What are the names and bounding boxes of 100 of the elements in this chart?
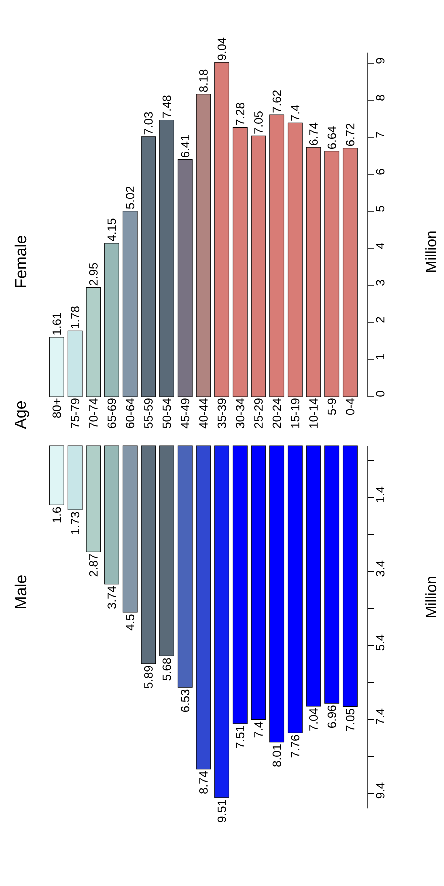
bar — [232, 127, 248, 398]
data-label: 3.74 — [108, 586, 116, 609]
data-label: 8.01 — [272, 744, 282, 767]
bar — [196, 94, 212, 398]
bar — [104, 243, 120, 398]
bar — [178, 160, 193, 398]
data-label: 7.48 — [162, 96, 172, 118]
data-label: 5.02 — [126, 186, 135, 210]
bar — [160, 120, 174, 398]
bar — [178, 446, 193, 688]
data-label: 6.96 — [328, 706, 336, 728]
bar — [251, 446, 266, 720]
bar — [214, 62, 230, 398]
data-label: 1.61 — [52, 312, 62, 335]
x-tick-label: 45-49 — [181, 398, 190, 429]
bar — [251, 136, 266, 398]
bar — [68, 330, 83, 398]
bar — [86, 446, 102, 552]
data-label: 5.68 — [162, 658, 172, 681]
y-tick-label: 1 — [376, 354, 384, 360]
data-label: 7.4 — [291, 105, 300, 121]
bar — [324, 151, 340, 398]
y-tick-label: 5 — [376, 206, 385, 212]
x-tick-label: 35-39 — [218, 398, 226, 428]
data-label: 8.18 — [199, 70, 208, 92]
bar — [288, 446, 303, 734]
data-label: 5.89 — [144, 666, 153, 688]
bar — [288, 122, 303, 398]
x-tick-label: 65-69 — [108, 398, 116, 428]
bar — [122, 210, 138, 398]
data-label: 7.05 — [254, 112, 263, 134]
data-label: 1.6 — [52, 507, 62, 523]
bar — [214, 446, 230, 798]
data-label: 1.78 — [71, 306, 80, 329]
y-tick-label: 0 — [376, 391, 385, 397]
y-tick-label: 6 — [376, 169, 385, 175]
bar — [86, 288, 102, 398]
x-tick-label: 75-79 — [71, 398, 80, 428]
data-label: 6.74 — [310, 122, 318, 146]
y-tick-label: 9.4 — [376, 782, 385, 799]
data-label: 9.04 — [218, 38, 226, 60]
bar — [68, 446, 83, 510]
data-label: 8.74 — [199, 771, 208, 794]
data-label: 7.4 — [254, 722, 263, 738]
bar — [270, 114, 285, 398]
data-label: 2.87 — [89, 554, 98, 577]
bar — [306, 446, 322, 707]
x-tick-label: 80+ — [52, 398, 62, 418]
x-tick-label: 55-59 — [144, 398, 153, 428]
bar — [306, 147, 322, 398]
y-tick-label: 5.4 — [376, 634, 385, 651]
y-tick-label: 8 — [376, 95, 385, 101]
x-tick-label: 40-44 — [199, 398, 208, 429]
x-tick-label: 5-9 — [328, 398, 336, 416]
text: Age — [14, 401, 30, 430]
y-tick-label: 4 — [376, 243, 384, 250]
bar — [50, 337, 64, 398]
data-label: 7.76 — [291, 735, 300, 758]
y-tick-label: 1.4 — [376, 486, 384, 502]
x-tick-label: 70-74 — [89, 398, 98, 428]
x-tick-label: 20-24 — [272, 398, 282, 428]
y-tick-label: 7 — [376, 132, 384, 138]
text: Female — [14, 236, 27, 288]
bar — [50, 446, 64, 506]
data-label: 7.62 — [272, 90, 282, 113]
bar — [232, 446, 248, 724]
data-label: 7.04 — [310, 708, 318, 731]
y-tick-label: 9 — [376, 58, 385, 64]
y-tick-label: 3 — [376, 280, 385, 286]
y-tick-label: 2 — [376, 317, 385, 323]
x-tick-label: 25-29 — [254, 398, 263, 428]
data-label: 4.15 — [108, 218, 116, 242]
x-tick-label: 0-4 — [346, 398, 355, 416]
data-label: 6.64 — [328, 126, 336, 150]
bar — [122, 446, 138, 613]
x-tick-label: 60-64 — [126, 398, 135, 428]
y-tick-label: 3.4 — [376, 560, 385, 577]
text: Male — [14, 576, 27, 608]
bar — [342, 148, 358, 398]
bar — [160, 446, 174, 656]
data-label: 9.51 — [218, 800, 226, 822]
x-tick-label: 15-19 — [291, 398, 300, 428]
bar — [270, 446, 285, 743]
bar — [324, 446, 340, 704]
y-tick-label: 7.4 — [376, 708, 384, 725]
bar — [141, 446, 156, 664]
x-tick-label: 10-14 — [310, 398, 318, 428]
y-axis-title: Million — [426, 232, 437, 272]
data-label: 1.73 — [71, 512, 80, 534]
data-label: 7.28 — [236, 103, 245, 126]
bar — [104, 446, 120, 585]
data-label: 6.41 — [181, 135, 190, 158]
data-label: 7.51 — [236, 726, 245, 748]
y-axis-title: Million — [426, 577, 437, 618]
bar — [196, 446, 212, 770]
data-label: 4.5 — [126, 614, 135, 631]
data-label: 7.05 — [346, 709, 355, 732]
data-label: 7.03 — [144, 112, 153, 135]
x-tick-label: 50-54 — [162, 398, 172, 428]
x-tick-label: 30-34 — [236, 398, 245, 428]
